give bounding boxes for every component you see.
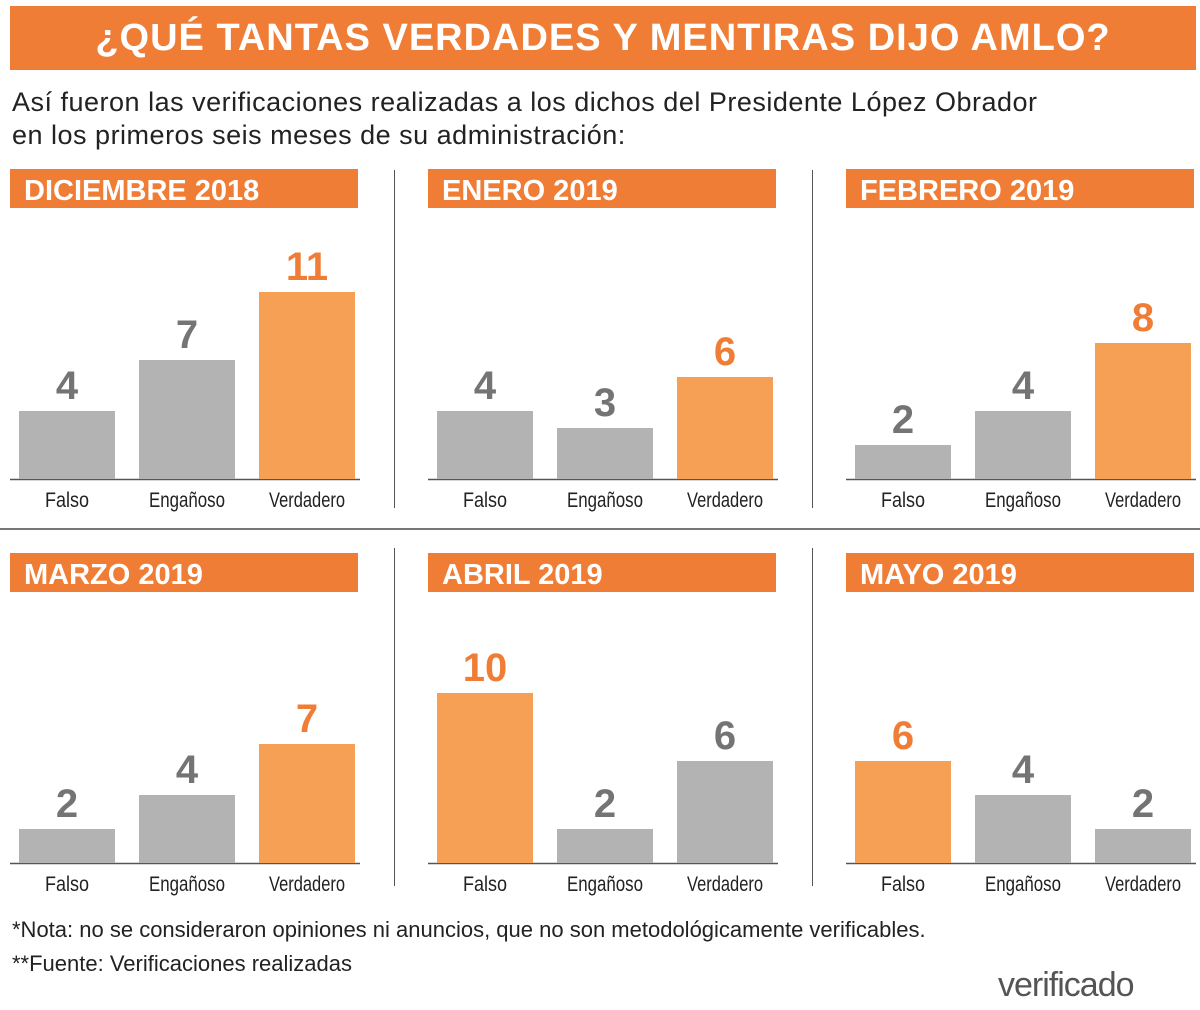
bar-falso xyxy=(19,411,115,479)
subtitle-line: Así fueron las verificaciones realizadas… xyxy=(12,87,1038,117)
category-label: Verdadero xyxy=(269,489,345,512)
data-label: 2 xyxy=(892,398,914,442)
data-label: 8 xyxy=(1132,296,1154,340)
data-label: 4 xyxy=(56,364,79,408)
subtitle-line: en los primeros seis meses de su adminis… xyxy=(12,120,626,150)
data-label: 4 xyxy=(474,364,497,408)
panel-header xyxy=(10,169,358,208)
main-title: ¿QUÉ TANTAS VERDADES Y MENTIRAS DIJO AML… xyxy=(10,6,1196,70)
bar-verdadero xyxy=(677,761,773,863)
bar-engañoso xyxy=(139,795,235,863)
verificado-logo: verificado xyxy=(998,966,1135,1004)
category-label: Verdadero xyxy=(1105,489,1181,512)
divider xyxy=(812,170,813,508)
data-label: 2 xyxy=(594,782,616,826)
bar-falso xyxy=(19,829,115,863)
panel-header xyxy=(846,169,1194,208)
panel-title: FEBRERO 2019 xyxy=(860,175,1074,207)
bar-verdadero xyxy=(1095,343,1191,479)
bar-engañoso xyxy=(975,795,1071,863)
category-label: Falso xyxy=(881,873,925,896)
panel-title: ABRIL 2019 xyxy=(442,559,603,591)
bar-verdadero xyxy=(1095,829,1191,863)
divider xyxy=(394,170,395,508)
category-label: Falso xyxy=(45,489,89,512)
data-label: 2 xyxy=(1132,782,1154,826)
bar-falso xyxy=(437,693,533,863)
note: *Nota: no se consideraron opiniones ni a… xyxy=(12,917,926,942)
data-label: 4 xyxy=(1012,748,1035,792)
category-label: Verdadero xyxy=(687,489,763,512)
divider xyxy=(812,548,813,886)
category-label: Falso xyxy=(463,489,507,512)
category-label: Verdadero xyxy=(269,873,345,896)
panel-title: MARZO 2019 xyxy=(24,559,203,591)
bar-falso xyxy=(855,445,951,479)
bar-falso xyxy=(437,411,533,479)
category-label: Falso xyxy=(463,873,507,896)
category-label: Verdadero xyxy=(1105,873,1181,896)
bar-engañoso xyxy=(139,360,235,479)
category-label: Engañoso xyxy=(149,873,225,896)
category-label: Falso xyxy=(45,873,89,896)
bar-falso xyxy=(855,761,951,863)
panel-header xyxy=(10,553,358,592)
bar-engañoso xyxy=(557,428,653,479)
panel-title: MAYO 2019 xyxy=(860,559,1017,591)
data-label: 4 xyxy=(176,748,199,792)
subtitle: Así fueron las verificaciones realizadas… xyxy=(12,86,1038,152)
bar-engañoso xyxy=(975,411,1071,479)
category-label: Falso xyxy=(881,489,925,512)
data-label: 3 xyxy=(594,381,616,425)
data-label: 10 xyxy=(463,646,508,690)
panel-header xyxy=(846,553,1194,592)
category-label: Engañoso xyxy=(567,873,643,896)
divider xyxy=(394,548,395,886)
data-label: 6 xyxy=(714,330,736,374)
bar-verdadero xyxy=(259,744,355,863)
data-label: 4 xyxy=(1012,364,1035,408)
category-label: Engañoso xyxy=(985,873,1061,896)
bar-engañoso xyxy=(557,829,653,863)
category-label: Engañoso xyxy=(985,489,1061,512)
data-label: 7 xyxy=(176,313,198,357)
panel-header xyxy=(428,169,776,208)
source: **Fuente: Verificaciones realizadas xyxy=(12,951,352,976)
data-label: 7 xyxy=(296,697,318,741)
category-label: Verdadero xyxy=(687,873,763,896)
bar-verdadero xyxy=(677,377,773,479)
panel-title: DICIEMBRE 2018 xyxy=(24,175,259,207)
panel-header xyxy=(428,553,776,592)
divider xyxy=(0,528,1200,530)
panel-title: ENERO 2019 xyxy=(442,175,618,207)
category-label: Engañoso xyxy=(567,489,643,512)
bar-verdadero xyxy=(259,292,355,479)
data-label: 2 xyxy=(56,782,78,826)
category-label: Engañoso xyxy=(149,489,225,512)
data-label: 11 xyxy=(286,245,328,289)
data-label: 6 xyxy=(892,714,914,758)
data-label: 6 xyxy=(714,714,736,758)
